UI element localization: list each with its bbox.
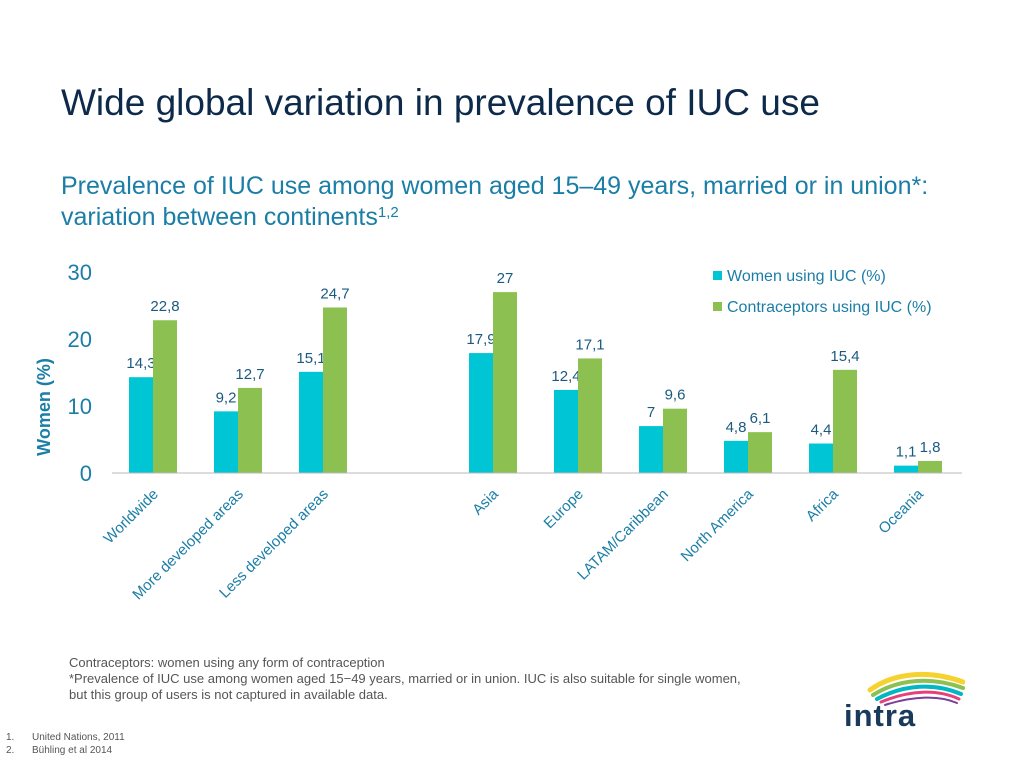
data-label: 24,7: [320, 286, 349, 303]
y-tick-label: 0: [80, 461, 92, 486]
bar-women: [214, 411, 238, 473]
bar-contraceptors: [748, 432, 772, 473]
data-label: 12,4: [551, 368, 580, 385]
x-tick-label: Oceania: [875, 485, 927, 537]
slide-subtitle: Prevalence of IUC use among women aged 1…: [61, 171, 981, 233]
legend-label: Contraceptors using IUC (%): [727, 299, 932, 316]
x-tick-label: Europe: [541, 486, 587, 532]
bar-contraceptors: [153, 320, 177, 473]
data-label: 4,4: [811, 422, 832, 439]
data-label: 7: [647, 404, 655, 421]
bar-women: [724, 440, 748, 473]
x-tick-label: LATAM/Caribbean: [574, 486, 672, 584]
data-label: 9,6: [665, 387, 686, 404]
footnotes: Contraceptors: women using any form of c…: [69, 655, 829, 703]
x-tick-label: Worldwide: [100, 486, 161, 547]
y-tick-label: 20: [68, 327, 92, 352]
bar-women: [554, 389, 578, 473]
data-label: 12,7: [235, 366, 264, 383]
bar-women: [894, 465, 918, 473]
reference-text: United Nations, 2011: [32, 732, 125, 743]
bar-contraceptors: [578, 358, 602, 473]
legend-swatch: [713, 302, 722, 311]
bar-women: [129, 377, 153, 473]
data-label: 9,2: [216, 389, 237, 406]
y-axis-label: Women (%): [34, 358, 54, 456]
x-tick-label: Africa: [803, 485, 843, 525]
reference-number: 2.: [6, 745, 15, 756]
bar-women: [299, 371, 323, 473]
bar-contraceptors: [493, 292, 517, 473]
data-label: 15,1: [296, 350, 325, 367]
legend-label: Women using IUC (%): [727, 268, 886, 285]
subtitle-text: Prevalence of IUC use among women aged 1…: [61, 172, 929, 231]
logo-text: intra: [844, 698, 917, 733]
reference-number: 1.: [6, 732, 15, 743]
data-label: 1,1: [896, 444, 917, 461]
data-label: 17,9: [466, 331, 495, 348]
data-label: 1,8: [920, 439, 941, 456]
logo-swoosh-icon: [867, 672, 965, 706]
legend-swatch: [713, 271, 722, 280]
slide-title: Wide global variation in prevalence of I…: [61, 82, 820, 123]
bar-contraceptors: [833, 369, 857, 473]
bar-contraceptors: [238, 387, 262, 473]
data-label: 17,1: [575, 336, 604, 353]
intra-logo: intra: [815, 668, 965, 748]
reference-item: 2. Bühling et al 2014: [6, 744, 125, 757]
reference-text: Bühling et al 2014: [32, 745, 113, 756]
references: 1. United Nations, 2011 2. Bühling et al…: [6, 731, 125, 757]
bar-contraceptors: [663, 408, 687, 473]
x-tick-label: Asia: [469, 485, 502, 518]
data-label: 4,8: [726, 419, 747, 436]
data-label: 22,8: [150, 298, 179, 315]
bar-women: [639, 426, 663, 473]
reference-item: 1. United Nations, 2011: [6, 731, 125, 744]
bar-women: [469, 353, 493, 473]
subtitle-superscript: 1,2: [377, 204, 399, 221]
data-label: 15,4: [830, 348, 859, 365]
y-tick-label: 10: [68, 394, 92, 419]
bar-contraceptors: [323, 307, 347, 473]
data-label: 6,1: [750, 410, 771, 427]
footnote-prevalence-cont: but this group of users is not captured …: [69, 687, 388, 702]
data-label: 14,3: [126, 355, 155, 372]
x-tick-label: North America: [678, 485, 758, 565]
footnote-contraceptors: Contraceptors: women using any form of c…: [69, 655, 385, 670]
y-tick-label: 30: [68, 260, 92, 285]
footnote-prevalence: *Prevalence of IUC use among women aged …: [69, 671, 741, 686]
data-label: 27: [497, 270, 514, 287]
bar-women: [809, 443, 833, 473]
bar-contraceptors: [918, 460, 942, 473]
